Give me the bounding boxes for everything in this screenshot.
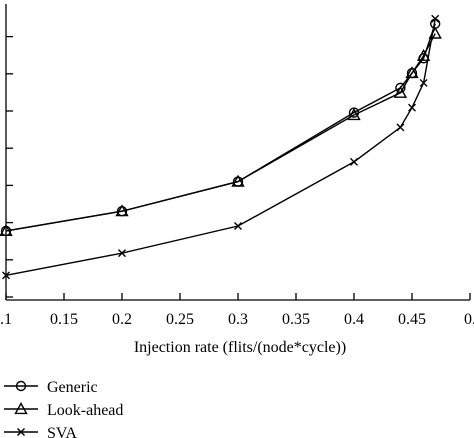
legend-label: Generic <box>47 379 98 396</box>
x-tick-label: 0.15 <box>50 311 78 328</box>
data-point-sva <box>408 103 416 112</box>
data-point-sva <box>118 249 126 258</box>
x-axis-ticks: .1 0.15 0.2 0.25 0.3 0.35 0.4 0.45 0. <box>0 293 474 328</box>
x-tick-label: 0.45 <box>398 311 426 328</box>
data-point-sva <box>396 123 405 132</box>
data-point-look-ahead <box>347 108 361 121</box>
data-point-sva <box>419 78 428 87</box>
series-layer <box>0 14 442 280</box>
x-axis-title: Injection rate (flits/(node*cycle)) <box>134 339 346 356</box>
data-point-look-ahead <box>115 204 129 217</box>
x-tick-label: 0.25 <box>166 311 194 328</box>
x-tick-label: 0.4 <box>344 311 364 328</box>
data-point-look-ahead <box>0 223 13 237</box>
legend-marker-triangle-icon <box>14 402 28 415</box>
plot-area: .1 0.15 0.2 0.25 0.3 0.35 0.4 0.45 0. <box>0 4 474 328</box>
legend-item-generic: Generic <box>4 379 98 396</box>
legend-label: SVA <box>47 425 77 438</box>
data-point-look-ahead <box>231 174 245 187</box>
legend-label: Look-ahead <box>47 402 123 419</box>
x-tick-label: 0. <box>464 311 474 328</box>
legend-marker-circle-icon <box>15 380 27 392</box>
data-point-look-ahead <box>393 85 408 98</box>
legend-item-sva: SVA <box>4 425 77 438</box>
legend-item-look-ahead: Look-ahead <box>4 402 123 419</box>
x-tick-label: 0.2 <box>112 311 132 328</box>
x-tick-label: 0.35 <box>282 311 310 328</box>
x-tick-label: 0.3 <box>228 311 248 328</box>
data-point-sva <box>431 14 440 23</box>
y-axis-ticks <box>6 35 13 298</box>
legend: Generic Look-ahead SVA <box>4 379 123 438</box>
series-line-look-ahead <box>5 33 436 232</box>
x-tick-label: .1 <box>0 311 12 328</box>
series-line-sva <box>5 18 436 277</box>
data-point-sva <box>234 222 242 230</box>
data-point-look-ahead <box>416 48 431 61</box>
legend-marker-x-icon <box>17 428 25 436</box>
data-point-sva <box>2 271 10 280</box>
data-point-look-ahead <box>405 66 419 79</box>
plot-frame <box>5 4 470 301</box>
series-line-generic <box>5 23 436 232</box>
data-point-sva <box>350 157 358 166</box>
